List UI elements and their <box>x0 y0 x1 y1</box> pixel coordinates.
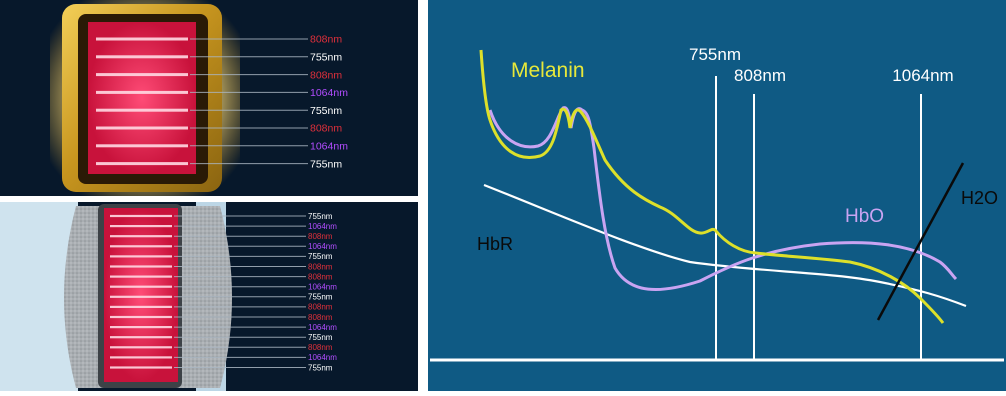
melanin-curve <box>479 49 945 324</box>
h2o-label: H2O <box>961 188 998 208</box>
laser-bar <box>110 265 172 268</box>
laser-bar <box>110 356 172 359</box>
laser-bar <box>96 144 188 148</box>
top-laser-array <box>88 22 196 174</box>
wavelength-label: 808nm <box>310 123 342 135</box>
absorption-chart: 755nm 808nm 1064nm Melanin HbO HbR H2O <box>428 0 1006 391</box>
wavelength-label: 755nm <box>308 212 333 221</box>
laser-bar <box>96 108 188 112</box>
wavelength-label: 755nm <box>308 363 333 372</box>
wavelength-label: 808nm <box>308 343 333 352</box>
wavelength-label: 755nm <box>310 158 342 170</box>
hbo-label: HbO <box>845 206 884 227</box>
hbr-label: HbR <box>477 234 513 254</box>
melanin-label: Melanin <box>511 59 585 82</box>
wavelength-label: 808nm <box>310 69 342 81</box>
laser-bar <box>110 214 172 218</box>
bottom-laser-bars <box>110 214 172 369</box>
laser-bar <box>110 285 172 288</box>
top-diode-panel: 808nm 755nm 808nm 1064nm 755nm 808nm 1064nm 755… <box>0 0 418 196</box>
wavelength-label: 1064nm <box>308 222 337 231</box>
wavelength-label: 808nm <box>308 303 333 312</box>
laser-bar <box>96 162 188 166</box>
laser-bar <box>110 305 172 308</box>
top-laser-bars <box>96 37 188 166</box>
wavelength-label: 808nm <box>308 232 333 241</box>
h2o-curve <box>876 162 965 321</box>
wavelength-label: 755nm <box>310 105 342 117</box>
laser-bar <box>110 275 172 278</box>
wavelength-label: 755nm <box>310 51 342 63</box>
marker-label-808nm: 808nm <box>734 66 786 85</box>
wavelength-label: 755nm <box>308 252 333 261</box>
wavelength-label: 1064nm <box>308 283 337 292</box>
laser-bar <box>110 336 172 339</box>
bottom-wavelength-labels: 755nm1064nm808nm1064nm755nm808nm808nm106… <box>308 212 337 372</box>
wavelength-label: 1064nm <box>308 353 337 362</box>
hbr-curve <box>483 183 967 308</box>
wavelength-label: 755nm <box>308 333 333 342</box>
wavelength-label: 808nm <box>308 262 333 271</box>
laser-bar <box>96 55 188 59</box>
top-leader-lines <box>190 38 308 165</box>
laser-bar <box>96 73 188 77</box>
laser-bar <box>110 366 172 369</box>
bottom-diode-panel: 755nm1064nm808nm1064nm755nm808nm808nm106… <box>0 202 418 391</box>
laser-bar <box>110 235 172 238</box>
laser-bar <box>110 346 172 349</box>
wavelength-label: 1064nm <box>308 242 337 251</box>
wavelength-label: 1064nm <box>308 323 337 332</box>
wavelength-label: 755nm <box>308 293 333 302</box>
wavelength-label: 1064nm <box>310 140 348 152</box>
marker-label-755nm: 755nm <box>689 45 741 64</box>
panel-divider <box>0 196 418 202</box>
wavelength-label: 1064nm <box>310 87 348 99</box>
wavelength-label: 808nm <box>310 34 342 46</box>
wavelength-label: 808nm <box>308 272 333 281</box>
wavelength-label: 808nm <box>308 313 333 322</box>
laser-bar <box>96 90 188 94</box>
laser-bar <box>110 326 172 329</box>
laser-bar <box>110 295 172 298</box>
laser-bar <box>110 255 172 258</box>
column-divider <box>418 0 428 391</box>
laser-bar <box>110 225 172 228</box>
laser-bar <box>96 126 188 130</box>
laser-bar <box>110 245 172 248</box>
laser-bar <box>110 315 172 319</box>
laser-bar <box>96 37 188 41</box>
bottom-leader-lines <box>174 215 306 368</box>
top-wavelength-labels: 808nm 755nm 808nm 1064nm 755nm 808nm 1064nm 755… <box>310 34 348 171</box>
bottom-laser-array <box>104 208 178 382</box>
marker-label-1064nm: 1064nm <box>892 66 953 85</box>
